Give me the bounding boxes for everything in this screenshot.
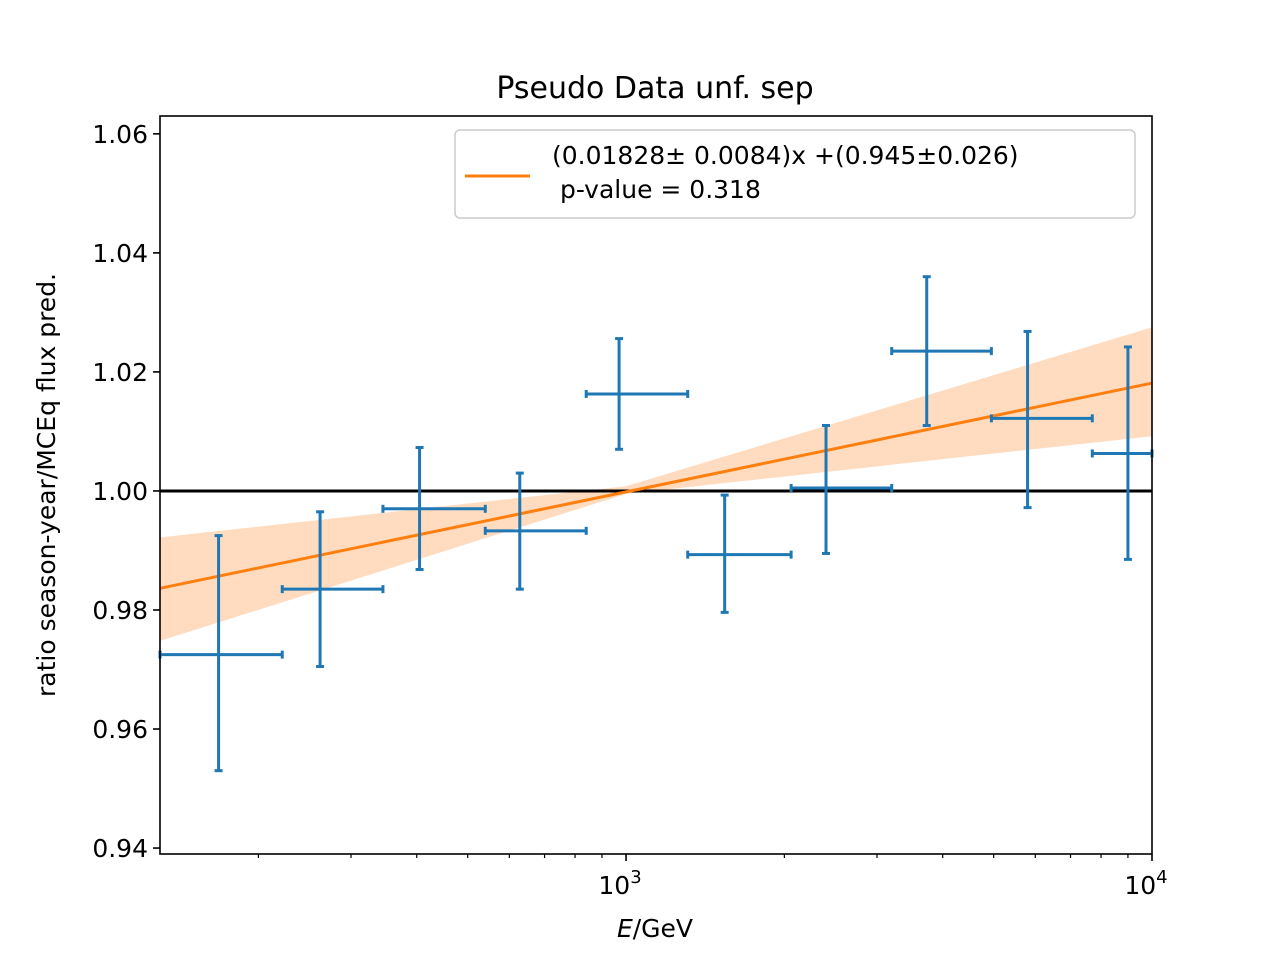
- y-tick-label: 0.98: [92, 596, 148, 625]
- chart-title: Pseudo Data unf. sep: [496, 71, 813, 106]
- data-point-9: [989, 329, 1094, 510]
- data-point-1: [158, 534, 284, 773]
- legend-box: [454, 129, 1136, 219]
- data-point-3: [381, 446, 487, 572]
- x-tick-exponent: 4: [1156, 867, 1167, 888]
- plot-frame: [159, 115, 1153, 855]
- data-point-6: [686, 493, 793, 614]
- x-axis-label-unit: /GeV: [633, 914, 693, 943]
- fit-band-area: [160, 327, 1152, 641]
- x-tick-base: 10: [1124, 871, 1156, 900]
- x-axis-label: E/GeV: [617, 914, 693, 943]
- legend-pvalue-label: p-value = 0.318: [552, 175, 761, 204]
- data-point-7: [789, 423, 894, 555]
- legend-fit-label: (0.01828± 0.0084)x +(0.945±0.026): [552, 141, 1019, 170]
- data-point-5: [584, 337, 690, 451]
- y-tick-label: 0.96: [92, 715, 148, 744]
- y-tick-label: 1.04: [92, 239, 148, 268]
- y-tick-label: 0.94: [92, 834, 148, 863]
- x-tick-label: 104: [1124, 867, 1167, 900]
- x-tick-label: 103: [598, 867, 641, 900]
- data-point-4: [483, 471, 588, 591]
- confidence-band: [160, 327, 1152, 641]
- data-point-2: [280, 510, 385, 669]
- fit-line: [159, 381, 1153, 590]
- y-tick-label: 1.06: [92, 120, 148, 149]
- errorbar-series: [158, 275, 1154, 773]
- x-tick-exponent: 3: [630, 867, 641, 888]
- legend: (0.01828± 0.0084)x +(0.945±0.026) p-valu…: [454, 129, 1136, 219]
- x-tick-base: 10: [598, 871, 630, 900]
- y-axis-label: ratio season-year/MCEq flux pred.: [32, 273, 61, 697]
- data-point-8: [890, 275, 993, 427]
- y-tick-label: 1.00: [92, 477, 148, 506]
- y-tick-label: 1.02: [92, 358, 148, 387]
- y-axis-ticks: 0.94 0.96 0.98 1.00 1.02 1.04 1.06: [92, 120, 160, 863]
- x-axis-label-symbol: E: [617, 914, 633, 943]
- fit-line-layer: [159, 381, 1153, 590]
- x-axis-ticks: 103 104: [257, 854, 1168, 900]
